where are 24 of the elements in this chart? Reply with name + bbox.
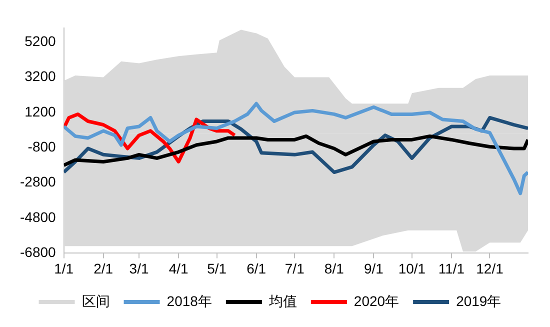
x-tick-label: 4/1 bbox=[168, 260, 189, 276]
legend-label: 均值 bbox=[268, 292, 297, 309]
x-tick-label: 1/1 bbox=[54, 260, 74, 276]
y-tick-label: -2800 bbox=[20, 174, 56, 190]
x-tick-label: 12/1 bbox=[476, 260, 504, 276]
y-tick-label: -800 bbox=[28, 138, 56, 154]
y-tick-label: 5200 bbox=[24, 32, 56, 49]
y-tick-label: -4800 bbox=[20, 208, 56, 225]
y-tick-label: -6800 bbox=[20, 244, 56, 260]
x-tick-label: 11/1 bbox=[438, 260, 465, 276]
x-tick-label: 2/1 bbox=[94, 260, 114, 276]
legend-label: 2018年 bbox=[166, 292, 212, 309]
legend-label: 2019年 bbox=[456, 292, 502, 309]
x-tick-label: 10/1 bbox=[398, 260, 426, 276]
y-tick-label: 1200 bbox=[24, 103, 56, 120]
x-tick-label: 3/1 bbox=[129, 260, 149, 276]
x-tick-label: 6/1 bbox=[246, 260, 266, 276]
x-tick-label: 8/1 bbox=[324, 260, 344, 276]
x-tick-label: 5/1 bbox=[207, 260, 227, 276]
x-tick-label: 9/1 bbox=[364, 260, 384, 276]
legend-label: 2020年 bbox=[354, 292, 400, 309]
x-tick-label: 7/1 bbox=[284, 260, 305, 276]
legend-label: 区间 bbox=[82, 292, 110, 309]
y-tick-label: 3200 bbox=[24, 68, 56, 84]
